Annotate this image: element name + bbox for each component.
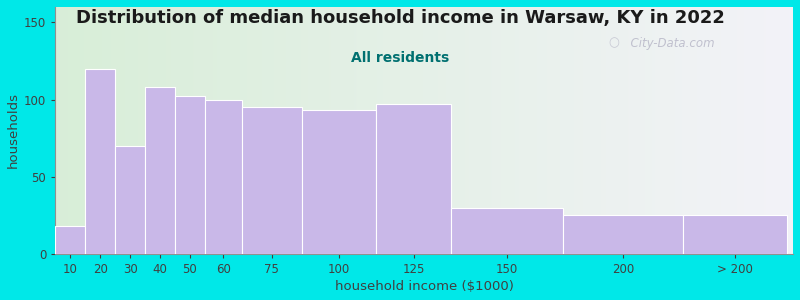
Bar [115, 146, 145, 254]
Bar [242, 107, 302, 254]
X-axis label: household income ($1000): household income ($1000) [334, 280, 514, 293]
Bar [86, 69, 115, 254]
Text: Distribution of median household income in Warsaw, KY in 2022: Distribution of median household income … [75, 9, 725, 27]
Bar [175, 97, 205, 254]
Bar [205, 100, 242, 254]
Bar [55, 226, 86, 254]
Text: ○: ○ [609, 37, 619, 50]
Text: All residents: All residents [351, 51, 449, 65]
Bar [682, 215, 787, 254]
Bar [377, 104, 451, 254]
Bar [563, 215, 682, 254]
Text: City-Data.com: City-Data.com [623, 37, 715, 50]
Bar [451, 208, 563, 254]
Y-axis label: households: households [7, 92, 20, 168]
Bar [145, 87, 175, 254]
Bar [302, 110, 377, 254]
